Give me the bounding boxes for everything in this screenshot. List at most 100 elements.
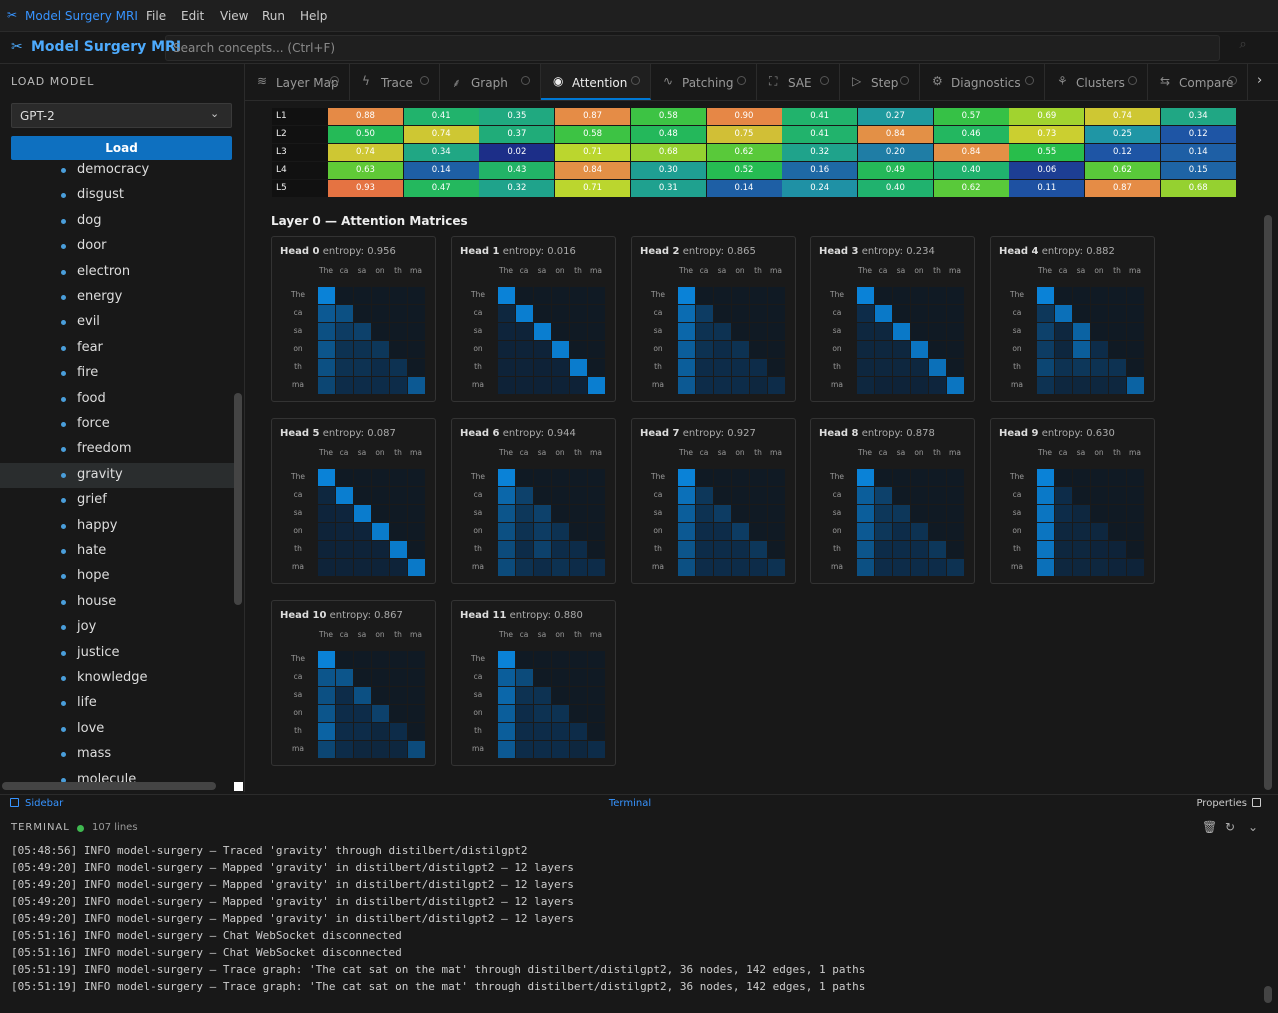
terminal-scrollbar[interactable] xyxy=(1264,986,1272,1003)
heat-cell: 0.34 xyxy=(404,144,479,161)
model-name: GPT-2 xyxy=(20,109,55,123)
concept-item[interactable]: freedom xyxy=(0,437,234,462)
concept-item[interactable]: door xyxy=(0,234,234,259)
main-scrollbar[interactable] xyxy=(1264,215,1272,790)
concept-item[interactable]: hate xyxy=(0,539,234,564)
sidebar-toggle-icon[interactable] xyxy=(10,798,19,807)
col-token: ma xyxy=(946,448,964,457)
tab[interactable]: ⇆Compare xyxy=(1148,64,1248,100)
attention-cell xyxy=(408,341,425,358)
concept-item[interactable]: life xyxy=(0,691,234,716)
attention-cell xyxy=(768,323,785,340)
heat-cell: 0.14 xyxy=(1161,144,1236,161)
tab[interactable]: ⚘Clusters xyxy=(1045,64,1148,100)
terminal-action[interactable]: ↻ xyxy=(1225,820,1235,834)
concept-item[interactable]: force xyxy=(0,412,234,437)
attention-cell xyxy=(354,341,371,358)
concept-item[interactable]: democracy xyxy=(0,163,234,183)
tab[interactable]: ⛶SAE xyxy=(757,64,840,100)
concept-item[interactable]: fear xyxy=(0,336,234,361)
tab[interactable]: ⚙Diagnostics xyxy=(920,64,1045,100)
terminal-action[interactable]: ⌄ xyxy=(1248,820,1258,834)
attention-cell xyxy=(336,651,353,668)
concept-item[interactable]: house xyxy=(0,590,234,615)
attention-cell xyxy=(552,359,569,376)
entropy-label: entropy: xyxy=(323,246,364,257)
menu-item[interactable]: File xyxy=(146,9,166,23)
tab[interactable]: ⸙Graph xyxy=(440,64,541,100)
menu-item[interactable]: Run xyxy=(262,9,285,23)
concept-item[interactable]: electron xyxy=(0,260,234,285)
sidebar-scrollbar[interactable] xyxy=(234,393,242,605)
concept-item[interactable]: food xyxy=(0,387,234,412)
row-token: ma xyxy=(466,562,490,571)
row-token: th xyxy=(825,544,849,553)
concept-item[interactable]: love xyxy=(0,717,234,742)
terminal-action[interactable]: 🗑 xyxy=(1202,820,1217,834)
attention-cell xyxy=(875,523,892,540)
tab-label: Attention xyxy=(572,76,627,90)
attention-cell xyxy=(714,359,731,376)
menu-item[interactable]: Edit xyxy=(181,9,204,23)
concept-item[interactable]: fire xyxy=(0,361,234,386)
properties-icon[interactable] xyxy=(1252,798,1261,807)
attention-cell xyxy=(857,487,874,504)
attention-cell xyxy=(929,559,946,576)
concept-item[interactable]: energy xyxy=(0,285,234,310)
concept-item[interactable]: disgust xyxy=(0,183,234,208)
tab-info xyxy=(420,76,429,85)
attention-cell xyxy=(678,505,695,522)
heat-cell: 0.62 xyxy=(934,180,1009,197)
concept-bullet xyxy=(61,320,66,325)
attention-cell xyxy=(516,687,533,704)
attention-cell xyxy=(354,377,371,394)
status-left[interactable]: Sidebar xyxy=(25,798,63,809)
concept-item[interactable]: justice xyxy=(0,641,234,666)
tab[interactable]: ◉Attention xyxy=(541,64,651,100)
tab[interactable]: ϟTrace xyxy=(350,64,440,100)
tab[interactable]: ≋Layer Map xyxy=(245,64,350,100)
heat-cell: 0.32 xyxy=(479,180,554,197)
attention-cell xyxy=(1127,523,1144,540)
col-token: ca xyxy=(515,266,533,275)
tab[interactable]: ▷Step xyxy=(840,64,920,100)
row-token: ca xyxy=(825,490,849,499)
entropy-label: entropy: xyxy=(1042,246,1083,257)
attention-cell xyxy=(857,541,874,558)
attention-cell xyxy=(911,505,928,522)
menu-item[interactable]: Help xyxy=(300,9,327,23)
attention-cell xyxy=(768,505,785,522)
status-center[interactable]: Terminal xyxy=(560,798,700,809)
concept-item[interactable]: dog xyxy=(0,209,234,234)
concept-label: door xyxy=(77,238,107,253)
attention-cell xyxy=(947,287,964,304)
attention-cell xyxy=(372,687,389,704)
attention-cell xyxy=(1037,377,1054,394)
col-token: on xyxy=(371,266,389,275)
status-right[interactable]: Properties xyxy=(1150,798,1247,809)
attention-cell xyxy=(857,323,874,340)
search-button[interactable]: ⌕ xyxy=(1228,37,1258,59)
concept-item[interactable]: joy xyxy=(0,615,234,640)
concept-item[interactable]: mass xyxy=(0,742,234,767)
tab-label: Trace xyxy=(381,76,413,90)
tab-icon: ⸙ xyxy=(452,74,461,91)
concept-item[interactable]: happy xyxy=(0,514,234,539)
concept-item[interactable]: knowledge xyxy=(0,666,234,691)
head-card: Head 3 entropy: 0.234TheThecacasasaonont… xyxy=(810,236,975,402)
heat-cell: 0.52 xyxy=(707,162,782,179)
concept-item[interactable]: grief xyxy=(0,488,234,513)
tab-scroll[interactable]: › xyxy=(1257,73,1262,88)
menu-item[interactable]: View xyxy=(220,9,248,23)
sidebar-hscrollbar[interactable] xyxy=(2,782,216,790)
heat-cell: 0.68 xyxy=(631,144,706,161)
tab-info xyxy=(1128,76,1137,85)
concept-item[interactable]: evil xyxy=(0,310,234,335)
tab[interactable]: ∿Patching xyxy=(651,64,757,100)
attention-cell xyxy=(1109,323,1126,340)
heat-cell: 0.87 xyxy=(555,108,630,125)
col-token: sa xyxy=(892,266,910,275)
concept-item[interactable]: gravity xyxy=(0,463,234,488)
attention-cell xyxy=(696,377,713,394)
concept-item[interactable]: hope xyxy=(0,564,234,589)
